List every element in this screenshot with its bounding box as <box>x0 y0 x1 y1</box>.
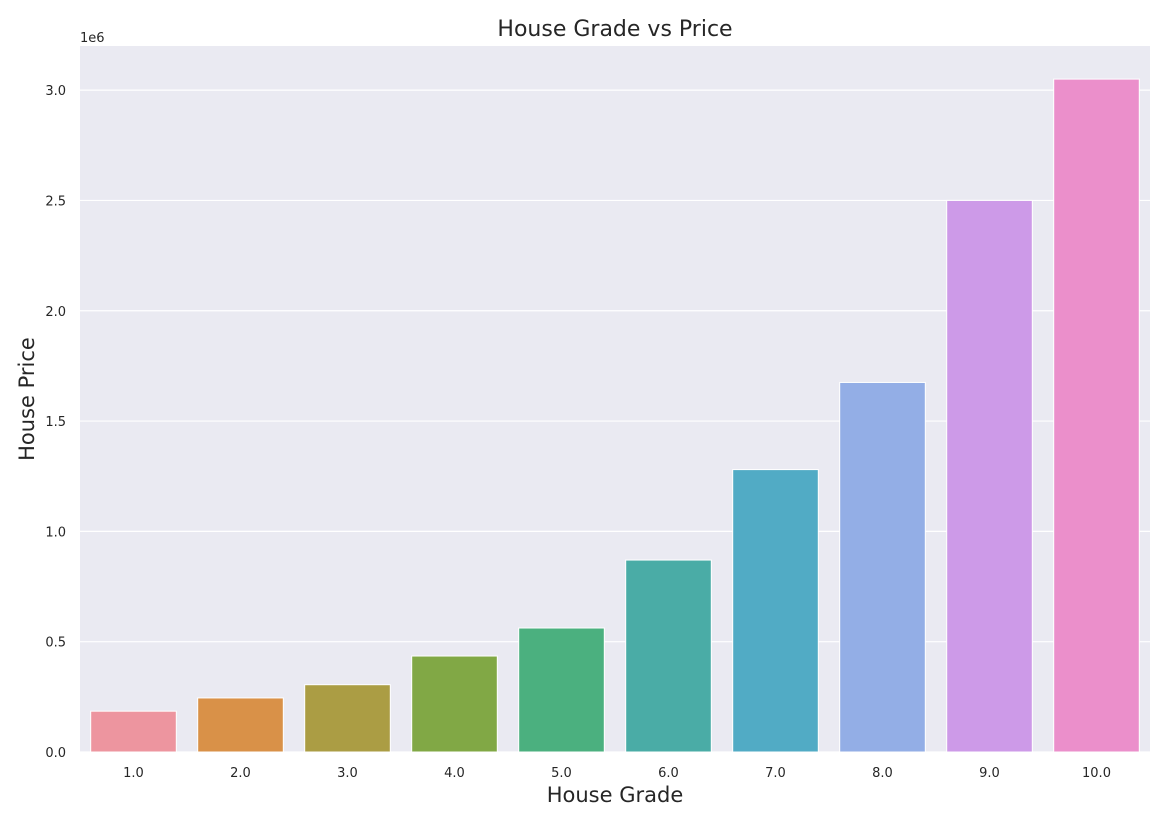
y-axis-label: House Price <box>15 337 39 461</box>
y-tick-label: 2.0 <box>45 305 66 320</box>
bar-3.0 <box>304 684 391 753</box>
x-tick-label: 9.0 <box>979 766 1000 781</box>
x-tick-label: 2.0 <box>230 766 251 781</box>
y-tick-label: 0.5 <box>45 636 66 651</box>
y-tick-label: 2.5 <box>45 194 66 209</box>
bar-2.0 <box>197 697 284 753</box>
bar-5.0 <box>518 627 605 753</box>
y-tick-label: 1.5 <box>45 415 66 430</box>
y-tick-labels: 0.0 0.5 1.0 1.5 2.0 2.5 3.0 <box>45 84 66 761</box>
y-tick-label: 0.0 <box>45 746 66 761</box>
bar-8.0 <box>839 381 926 753</box>
y-tick-label: 3.0 <box>45 84 66 99</box>
bar-10.0 <box>1053 78 1140 753</box>
x-tick-label: 5.0 <box>551 766 572 781</box>
bar-4.0 <box>411 655 498 753</box>
x-tick-label: 10.0 <box>1082 766 1111 781</box>
x-tick-label: 3.0 <box>337 766 358 781</box>
y-offset-label: 1e6 <box>80 31 105 46</box>
bars <box>90 78 1140 753</box>
bar-9.0 <box>946 199 1033 753</box>
x-tick-label: 1.0 <box>123 766 144 781</box>
y-tick-label: 1.0 <box>45 525 66 540</box>
x-tick-labels: 1.0 2.0 3.0 4.0 5.0 6.0 7.0 8.0 9.0 10.0 <box>123 766 1111 781</box>
x-axis-label: House Grade <box>547 783 684 807</box>
bar-1.0 <box>90 710 177 753</box>
x-tick-label: 7.0 <box>765 766 786 781</box>
x-tick-label: 8.0 <box>872 766 893 781</box>
x-tick-label: 4.0 <box>444 766 465 781</box>
x-tick-label: 6.0 <box>658 766 679 781</box>
bar-7.0 <box>732 469 819 753</box>
chart-title: House Grade vs Price <box>497 17 732 42</box>
bar-6.0 <box>625 559 712 753</box>
